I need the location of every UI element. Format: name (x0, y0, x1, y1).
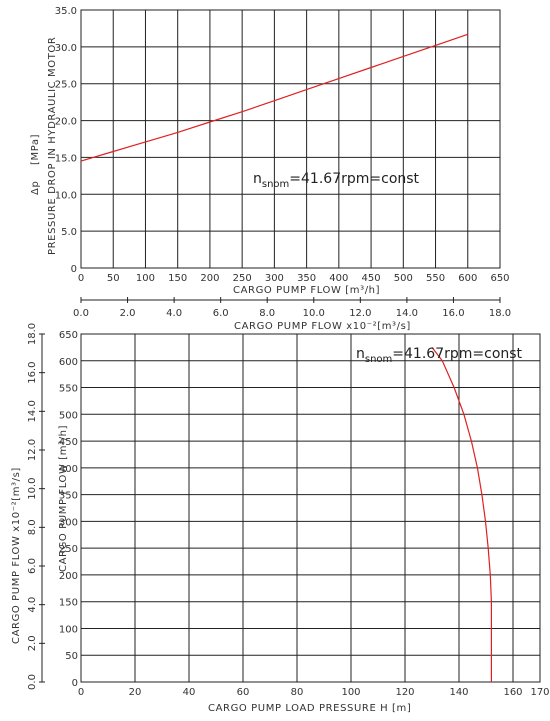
y-tick-label: 0 (72, 678, 78, 689)
y-tick-label: 550 (59, 384, 78, 395)
x-axis-label: CARGO PUMP FLOW [m³/h] (233, 285, 380, 296)
y-axis-label: CARGO PUMP FLOW [m³/h] (58, 425, 69, 572)
y-tick-label: 150 (59, 598, 78, 609)
y-tick-label: 5.0 (61, 227, 77, 238)
x-tick-label: 450 (362, 273, 381, 284)
x2-tick-label: 10.0 (303, 308, 325, 319)
y-tick-label: 250 (59, 544, 78, 555)
x-tick-label: 160 (503, 687, 522, 698)
x-tick-label: 550 (426, 273, 445, 284)
series-line (431, 347, 492, 682)
y-tick-label: 600 (59, 357, 78, 368)
y-tick-label: 10.0 (55, 190, 77, 201)
y-tick-label: 200 (59, 571, 78, 582)
y-tick-label: 25.0 (55, 80, 77, 91)
y-tick-label: 400 (59, 464, 78, 475)
x-tick-label: 500 (394, 273, 413, 284)
x-tick-label: 600 (458, 273, 477, 284)
y-tick-label: 35.0 (55, 6, 77, 17)
x-tick-label: 200 (200, 273, 219, 284)
y-tick-label: 100 (59, 624, 78, 635)
x2-tick-label: 2.0 (120, 308, 136, 319)
x-tick-label: 250 (233, 273, 252, 284)
x-tick-label: 150 (168, 273, 187, 284)
y2-tick-label: 14.0 (27, 400, 38, 422)
x2-tick-label: 12.0 (349, 308, 371, 319)
x-tick-label: 350 (297, 273, 316, 284)
x-axis-label: CARGO PUMP LOAD PRESSURE H [m] (208, 703, 411, 714)
x-tick-label: 80 (291, 687, 304, 698)
x-tick-label: 120 (395, 687, 414, 698)
svg-text:CARGO PUMP FLOW x10⁻²[m³/s]: CARGO PUMP FLOW x10⁻²[m³/s] (11, 467, 22, 644)
y-tick-label: 350 (59, 491, 78, 502)
y-axis-symbol: Δp (30, 181, 41, 195)
y2-tick-label: 18.0 (27, 323, 38, 345)
y-tick-label: 450 (59, 437, 78, 448)
x-tick-label: 60 (237, 687, 250, 698)
x2-tick-label: 14.0 (396, 308, 418, 319)
x-tick-label: 140 (449, 687, 468, 698)
x2-axis-label: CARGO PUMP FLOW x10⁻²[m³/s] (234, 321, 411, 332)
y2-tick-label: 8.0 (27, 519, 38, 535)
load-pressure-chart: 0 20 40 60 80 100 120 140 160 170 0 50 100 150 200 250… (11, 323, 550, 714)
y-axis-label: PRESSURE DROP IN HYDRAULIC MOTOR (47, 37, 58, 255)
x2-tick-label: 4.0 (166, 308, 182, 319)
y-axis-unit: [MPa] (30, 134, 41, 165)
y2-tick-label: 2.0 (27, 635, 38, 651)
x-tick-label: 170 (530, 687, 549, 698)
plot-frame (80, 9, 501, 269)
x-tick-label: 0 (78, 687, 84, 698)
speed-annotation: nsnom=41.67rpm=const (253, 171, 420, 190)
y-tick-label: 0 (71, 264, 77, 275)
svg-text:PRESSURE DROP IN HYDRAULIC MOT: PRESSURE DROP IN HYDRAULIC MOTOR (47, 37, 58, 255)
x-tick-label: 400 (329, 273, 348, 284)
y-tick-label: 20.0 (55, 117, 77, 128)
plot-frame (80, 333, 541, 683)
svg-text:CARGO PUMP FLOW [m³/h]: CARGO PUMP FLOW [m³/h] (58, 425, 69, 572)
y2-tick-label: 4.0 (27, 597, 38, 613)
y-tick-label: 50 (65, 651, 78, 662)
x-tick-label: 50 (107, 273, 120, 284)
x-tick-label: 100 (136, 273, 155, 284)
svg-text:Δp: Δp (30, 181, 41, 195)
y2-tick-label: 16.0 (27, 362, 38, 384)
x-tick-label: 650 (490, 273, 509, 284)
y2-axis-label: CARGO PUMP FLOW x10⁻²[m³/s] (11, 467, 22, 644)
x-tick-label: 300 (265, 273, 284, 284)
y2-tick-label: 6.0 (27, 558, 38, 574)
y-tick-label: 15.0 (55, 153, 77, 164)
x2-tick-label: 8.0 (259, 308, 275, 319)
y2-tick-label: 0.0 (27, 674, 38, 690)
speed-annotation: nsnom=41.67rpm=const (356, 346, 523, 365)
y-tick-label: 500 (59, 410, 78, 421)
x-tick-label: 100 (341, 687, 360, 698)
y-tick-label: 300 (59, 517, 78, 528)
y2-tick-label: 12.0 (27, 439, 38, 461)
x2-tick-label: 16.0 (442, 308, 464, 319)
x-tick-label: 40 (183, 687, 196, 698)
series-line (80, 33, 468, 162)
x2-tick-label: 0.0 (73, 308, 89, 319)
x2-tick-label: 18.0 (489, 308, 511, 319)
y-tick-label: 30.0 (55, 43, 77, 54)
x-tick-label: 20 (129, 687, 142, 698)
y2-tick-label: 10.0 (27, 478, 38, 500)
x2-tick-label: 6.0 (213, 308, 229, 319)
svg-text:[MPa]: [MPa] (30, 134, 41, 165)
pressure-drop-chart: 0 50 100 150 200 250 300 350 400 450 500 550 600 650 … (30, 6, 511, 332)
x-tick-label: 0 (78, 273, 84, 284)
y-tick-label: 650 (59, 330, 78, 341)
